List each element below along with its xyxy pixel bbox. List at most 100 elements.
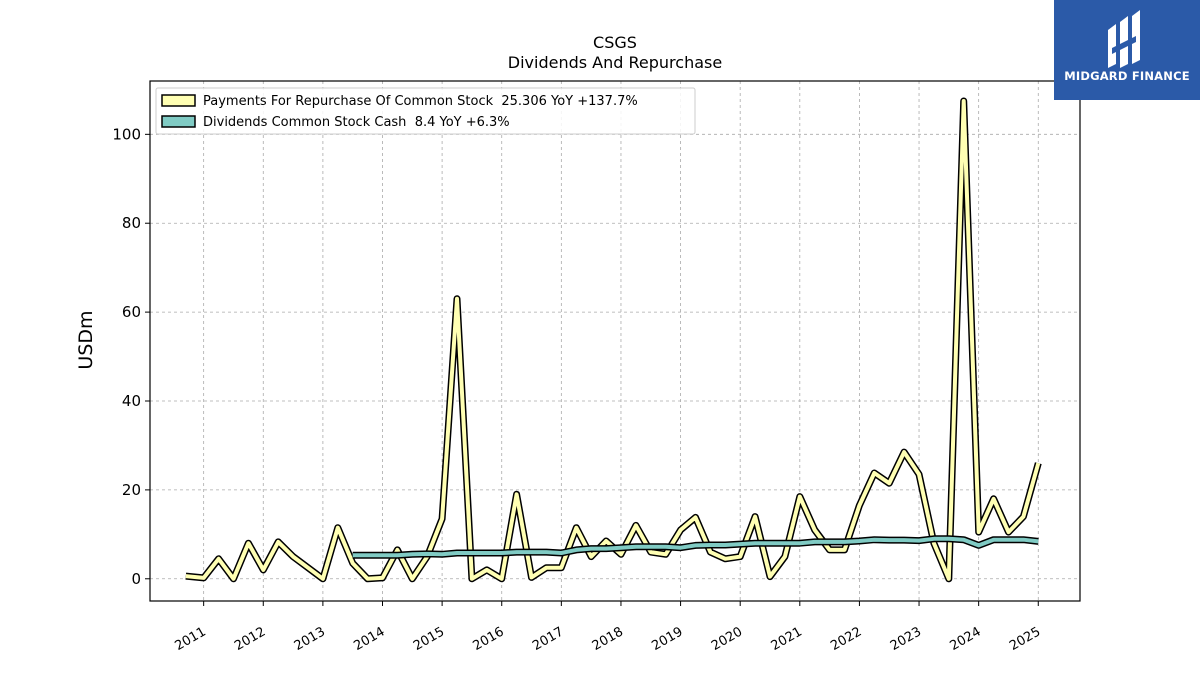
series-0-point [992,497,996,501]
series-0-point [947,577,951,581]
series-1-point [1021,538,1025,542]
series-1-point [947,537,951,541]
series-0-point [559,566,563,570]
series-1-point [381,553,385,557]
y-tick-label: 80 [122,214,141,232]
series-0-point [649,550,653,554]
plot-frame [149,80,1081,602]
series-0-outline [185,97,1042,583]
series-1-point [753,541,757,545]
y-tick-label: 60 [122,303,141,321]
series-0-point [381,576,385,580]
series-0-point [768,575,772,579]
series-0-point [1036,461,1040,465]
series-0-point [1021,515,1025,519]
series-1-line [352,536,1039,558]
series-1-point [440,552,444,556]
series-0-point [619,552,623,556]
x-tick-label: 2012 [232,624,268,654]
series-1-point [857,539,861,543]
series-1-point [485,551,489,555]
series-1-point [932,537,936,541]
series-0-point [902,450,906,454]
series-0-point [276,540,280,544]
series-0-point [604,539,608,543]
series-0-point [440,517,444,521]
series-0-point [708,550,712,554]
series-1-point [544,550,548,554]
series-0-point [828,548,832,552]
series-1-point [395,553,399,557]
series-1-point [977,543,981,547]
x-tick-label: 2023 [888,624,924,654]
series-1-point [783,541,787,545]
series-1-point [843,540,847,544]
series-1-point [589,547,593,551]
legend: Payments For Repurchase Of Common Stock … [155,87,696,135]
series-0-line [185,99,1041,581]
series-0-point [694,515,698,519]
series-1-point [723,543,727,547]
grid-lines [150,81,1080,601]
brand-name: MIDGARD FINANCE [1064,69,1190,83]
series-0-point [184,574,188,578]
y-tick-label: 100 [112,125,141,143]
series-1-point [500,551,504,555]
x-tick-label: 2014 [351,624,387,654]
logo-mark-icon [1108,10,1140,68]
series-0-point [261,568,265,572]
y-axis-label: USDm [75,310,97,369]
series-0-point [321,577,325,581]
series-1-point [872,538,876,542]
series-0-point [336,526,340,530]
brand-logo: MIDGARD FINANCE [1054,0,1200,100]
series-0-point [455,297,459,301]
legend-swatch-repurchase [161,94,196,107]
legend-box [155,87,696,135]
series-0-point [887,481,891,485]
series-0-point [917,472,921,476]
series-0-point [291,555,295,559]
series-0-point [1007,530,1011,534]
series-1-point [470,551,474,555]
chart-title: CSGS [593,33,637,52]
series-0 [184,97,1042,583]
series-0-point [202,576,206,580]
series-1-point [738,542,742,546]
series-1-point [828,540,832,544]
series-1-point [664,545,668,549]
series-1-point [351,553,355,557]
series-1-point [366,553,370,557]
series-0-point [962,99,966,103]
series-1-point [455,551,459,555]
series-0-point [485,568,489,572]
series-0-point [574,526,578,530]
series-layer [184,97,1042,583]
series-1-point [1036,539,1040,543]
series-0-point [246,541,250,545]
chart-subtitle: Dividends And Repurchase [508,53,722,72]
series-1-point [679,546,683,550]
x-tick-label: 2022 [828,624,864,654]
series-0-point [783,555,787,559]
series-1-point [559,551,563,555]
y-tick-label: 20 [122,481,141,499]
y-tick-label: 40 [122,392,141,410]
series-0-point [395,548,399,552]
series-0-point [500,577,504,581]
series-1-point [425,552,429,556]
series-1 [351,535,1040,559]
series-0-point [232,577,236,581]
series-0-point [872,471,876,475]
series-1-point [992,538,996,542]
series-1-point [902,538,906,542]
series-0-point [589,555,593,559]
series-0-point [634,523,638,527]
x-tick-label: 2018 [590,624,626,654]
series-0-point [679,528,683,532]
series-1-point [410,552,414,556]
series-1-point [649,545,653,549]
x-tick-label: 2020 [709,624,745,654]
series-1-point [708,543,712,547]
